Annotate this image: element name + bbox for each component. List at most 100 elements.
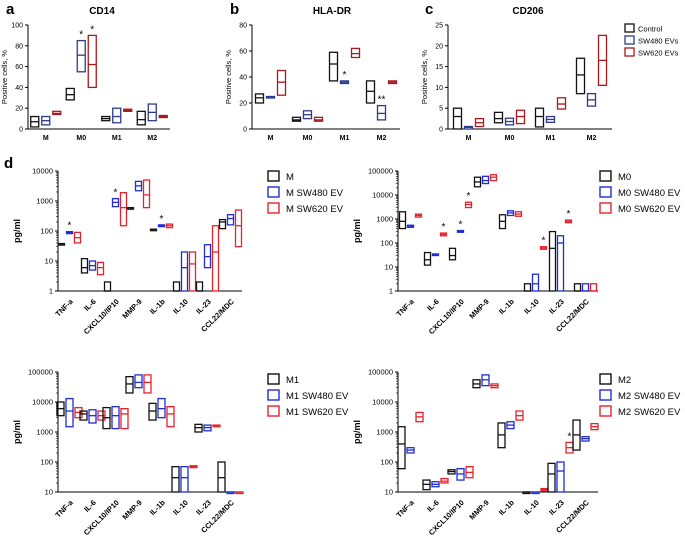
- x-tick-label: TNF-a: [395, 296, 417, 318]
- y-tick-label: 1000: [376, 428, 393, 437]
- box-m1-sw480-ev: [88, 409, 97, 424]
- y-tick-label: 60: [15, 64, 23, 71]
- y-axis-label: pg/ml: [352, 420, 362, 444]
- significance-marker: *: [567, 209, 571, 220]
- x-tick-label: IL-1b: [148, 498, 167, 517]
- y-tick-label: 20: [435, 43, 443, 50]
- box-m1: [148, 402, 157, 421]
- panel-letter: a: [6, 1, 15, 18]
- y-tick-label: 100: [380, 458, 393, 467]
- x-tick-label: IL-6: [425, 297, 441, 313]
- significance-marker: **: [378, 95, 386, 106]
- y-tick-label: 100000: [28, 368, 53, 377]
- legend-label: M2 SW480 EV: [618, 391, 681, 402]
- legend-label: M0 SW620 EV: [618, 204, 681, 215]
- box-m1-sw620-ev: [143, 374, 152, 394]
- legend-swatch: [599, 373, 612, 385]
- significance-marker: *: [542, 236, 546, 247]
- x-tick-label: IL-1b: [497, 498, 516, 517]
- box-m1-sw620-ev: [120, 408, 129, 430]
- box-m1-sw480-ev: [180, 465, 189, 493]
- x-tick-label: M0: [505, 135, 515, 142]
- box-m: [172, 281, 181, 292]
- y-tick-label: 100000: [368, 167, 393, 176]
- significance-marker: *: [90, 24, 94, 35]
- y-tick-label: 100: [380, 239, 393, 248]
- x-tick-label: IL-23: [194, 297, 213, 316]
- box-m-sw620-ev: [234, 209, 243, 248]
- legend-label: M1: [286, 375, 299, 386]
- legend-swatch: [624, 23, 635, 33]
- box-m0-sw620-ev: [589, 283, 598, 292]
- y-tick-label: 1000: [376, 215, 393, 224]
- box-m: [218, 218, 227, 230]
- x-tick-label: IL-1b: [148, 297, 167, 316]
- top-legend: Control SW480 EVs SW620 EVs: [624, 23, 679, 58]
- legend-label: Control: [638, 25, 663, 34]
- y-tick-label: 0: [19, 127, 23, 134]
- x-tick-label: IL-23: [547, 297, 566, 316]
- significance-marker: *: [68, 221, 72, 232]
- x-tick-label: IL-23: [194, 498, 213, 517]
- significance-marker: *: [160, 214, 164, 225]
- legend-label: SW480 EVs: [638, 37, 679, 46]
- y-tick-label: 100: [40, 227, 53, 236]
- significance-marker: *: [442, 222, 446, 233]
- x-tick-label: MMP-9: [467, 498, 490, 521]
- box-m0-sw480-ev: [581, 283, 590, 292]
- panel-letter: b: [230, 1, 239, 18]
- x-tick-label: IL-10: [522, 297, 541, 316]
- legend-swatch: [267, 170, 280, 182]
- box-control: [136, 110, 146, 126]
- y-tick-label: 40: [239, 75, 247, 82]
- box-m0: [448, 247, 457, 261]
- y-axis-label: pg/ml: [12, 219, 22, 243]
- y-tick-label: 0: [439, 127, 443, 134]
- y-tick-label: 60: [239, 49, 247, 56]
- y-tick-label: 80: [15, 43, 23, 50]
- legend-swatch: [599, 202, 612, 214]
- legend-swatch: [267, 389, 280, 401]
- y-tick-label: 10: [45, 257, 53, 266]
- y-tick-label: 100000: [368, 368, 393, 377]
- box-m0: [548, 230, 557, 292]
- y-tick-label: 10000: [372, 398, 393, 407]
- legend-swatch: [267, 373, 280, 385]
- box-sw620-evs: [87, 34, 97, 89]
- y-tick-label: 1000: [36, 428, 53, 437]
- box-m1-sw620-ev: [166, 405, 175, 428]
- y-tick-label: 10: [385, 263, 393, 272]
- legend-label: M0: [618, 172, 631, 183]
- significance-marker: *: [79, 30, 83, 41]
- x-tick-label: M1: [340, 135, 350, 142]
- box-m-sw620-ev: [119, 191, 128, 227]
- y-axis-label: Positive cells, %: [0, 50, 9, 105]
- significance-marker: *: [568, 431, 572, 442]
- significance-marker: *: [467, 191, 471, 202]
- box-m: [80, 257, 89, 274]
- box-m0: [423, 251, 432, 266]
- box-sw480-evs: [76, 39, 86, 73]
- x-tick-label: M: [268, 135, 274, 142]
- significance-marker: *: [114, 188, 118, 199]
- legend-label: M: [286, 172, 294, 183]
- box-m1-sw480-ev: [134, 374, 143, 389]
- box-control: [575, 57, 586, 95]
- y-tick-label: 20: [15, 106, 23, 113]
- x-tick-label: TNF-a: [395, 497, 417, 519]
- x-tick-label: IL-10: [171, 498, 190, 517]
- legend-swatch: [599, 170, 612, 182]
- y-tick-label: 10000: [32, 398, 53, 407]
- x-tick-label: IL-1b: [497, 297, 516, 316]
- box-m0-sw480-ev: [556, 235, 565, 292]
- x-tick-label: M0: [303, 135, 313, 142]
- x-tick-label: MMP-9: [120, 297, 143, 320]
- y-tick-label: 15: [435, 64, 443, 71]
- x-tick-label: IL-10: [522, 498, 541, 517]
- y-tick-label: 1000: [36, 197, 53, 206]
- box-m2: [547, 462, 556, 493]
